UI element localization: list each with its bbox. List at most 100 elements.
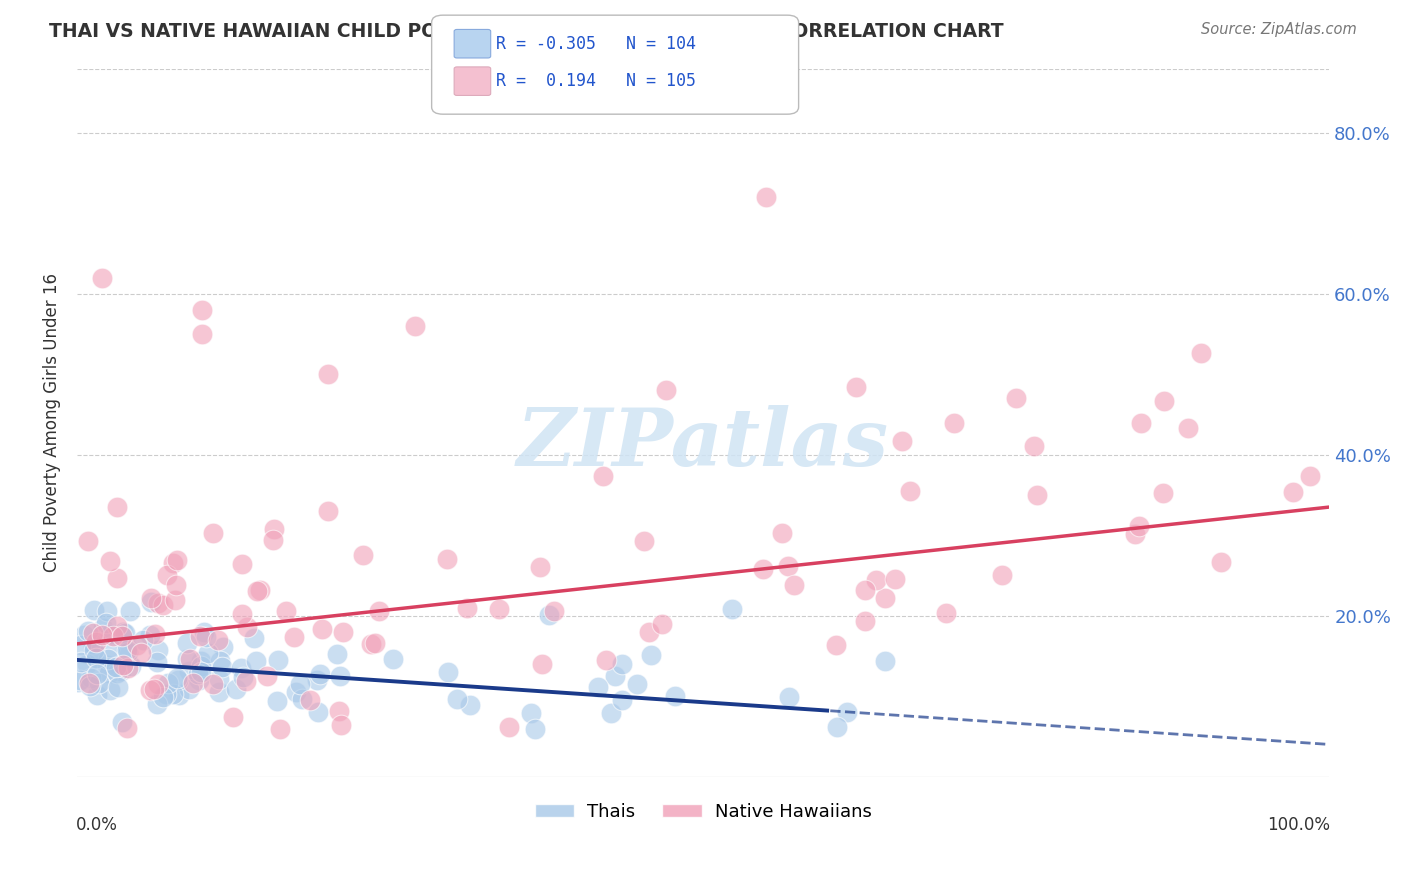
Point [231,607,253,621]
Point [120,604,142,618]
Point [162,687,184,701]
Point [262,533,284,547]
Point [146,697,169,711]
Point [236,620,259,634]
Point [352,548,374,562]
Point [328,704,350,718]
Point [191,327,214,342]
Point [83,603,105,617]
Point [117,645,139,659]
Point [115,642,138,657]
Text: ZIPatlas: ZIPatlas [517,405,889,483]
Point [664,689,686,703]
Point [212,640,235,655]
Point [208,672,231,686]
Point [86,689,108,703]
Point [87,675,110,690]
Point [605,668,627,682]
Point [148,596,170,610]
Point [942,416,965,430]
Point [291,691,314,706]
Point [316,504,339,518]
Point [654,384,676,398]
Point [129,646,152,660]
Point [86,634,108,648]
Point [1177,421,1199,435]
Point [76,624,98,638]
Point [105,571,128,585]
Point [835,705,858,719]
Point [86,667,108,681]
Point [824,638,846,652]
Point [456,600,478,615]
Point [188,673,211,687]
Point [211,660,233,674]
Point [207,684,229,698]
Point [229,661,252,675]
Text: Source: ZipAtlas.com: Source: ZipAtlas.com [1201,22,1357,37]
Point [169,688,191,702]
Point [232,670,254,684]
Point [284,685,307,699]
Point [166,671,188,685]
Point [875,591,897,605]
Point [152,690,174,705]
Point [752,562,775,576]
Point [368,604,391,618]
Point [436,552,458,566]
Point [299,692,322,706]
Point [530,657,553,671]
Point [177,664,200,678]
Point [599,706,621,720]
Point [76,657,98,672]
Point [79,679,101,693]
Point [143,681,166,696]
Point [1025,488,1047,502]
Point [592,469,614,483]
Point [83,642,105,657]
Point [82,644,104,658]
Point [193,624,215,639]
Point [637,624,659,639]
Point [498,720,520,734]
Point [437,665,460,680]
Point [610,693,633,707]
Point [1152,486,1174,500]
Point [208,654,231,668]
Point [103,629,125,643]
Point [190,658,212,673]
Point [524,722,547,736]
Point [1209,555,1232,569]
Point [935,606,957,620]
Point [1299,469,1322,483]
Point [305,673,328,688]
Point [197,647,219,661]
Point [246,583,269,598]
Point [865,573,887,587]
Point [873,654,896,668]
Point [290,677,312,691]
Point [755,190,778,204]
Point [633,534,655,549]
Point [120,659,142,673]
Point [100,683,122,698]
Point [177,682,200,697]
Point [329,669,352,683]
Point [884,572,907,586]
Point [311,622,333,636]
Point [155,687,177,701]
Point [156,568,179,582]
Point [167,673,190,687]
Point [1189,345,1212,359]
Point [266,694,288,708]
Point [231,558,253,572]
Point [110,665,132,679]
Point [190,665,212,679]
Point [458,698,481,713]
Point [1153,394,1175,409]
Point [1005,392,1028,406]
Point [316,368,339,382]
Point [263,522,285,536]
Point [96,604,118,618]
Point [162,557,184,571]
